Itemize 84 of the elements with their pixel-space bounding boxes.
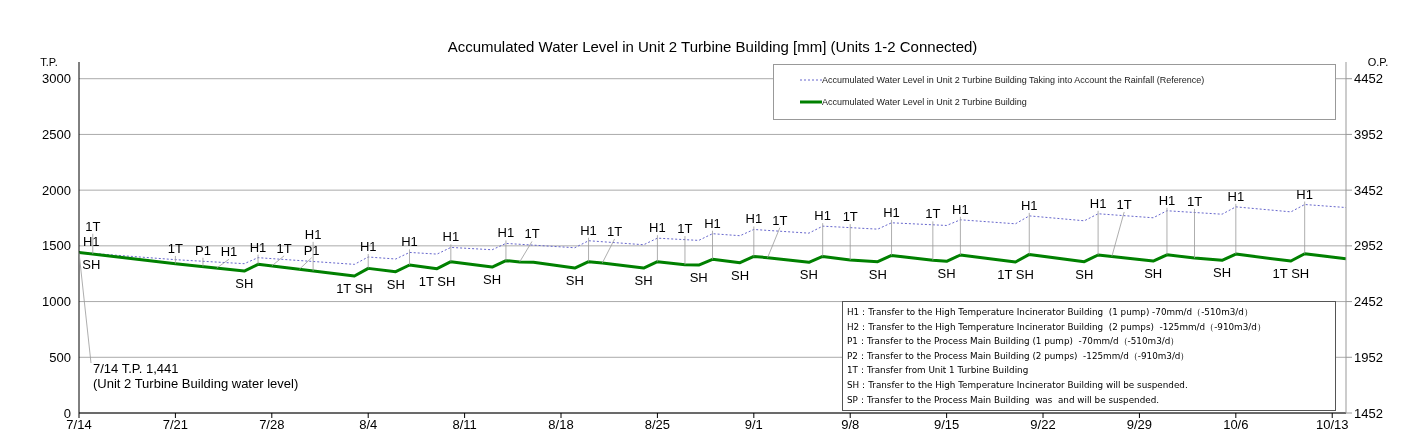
x-tick-label: 9/1 — [744, 417, 763, 433]
annotation: 1T SH — [336, 281, 373, 297]
annotation: SH — [235, 276, 254, 292]
annotation: SH — [937, 266, 956, 282]
annotation: H1 — [442, 229, 460, 245]
annotation: H1 — [1296, 186, 1313, 202]
annotation: 1T — [925, 206, 941, 222]
annotation: 1T SH — [418, 273, 456, 289]
y2-axis-title: O.P. — [1366, 56, 1390, 68]
legend-label: Accumulated Water Level in Unit 2 Turbine Building — [822, 97, 1027, 107]
annotation: H1 — [82, 234, 100, 250]
annotation: 1T — [1186, 193, 1203, 209]
y2-tick-label: 2452 — [1354, 294, 1383, 310]
key-box: H1：Transfer to the High Temperature Incinerator Building (1 pump) -70mm/d（-510m3/d） H2：Transfer to the High Temperature Incinerator Building (2 pumps) -125mm/d（-910m3/d） P1：Transfer to the Process Main Building (1 pump) -70mm/d（-510m3/d） P2：Transfer to the Process Main Building (2 pumps) -125mm/d（-910m3/d） 1T：Transfer from Unit 1 Turbine Building SH：Transfer to the High Temperature Incinerator Building will be suspended. SP：Transfer to the Process Main Building was and will be suspended. — [842, 301, 1336, 412]
annotation: SH — [868, 266, 887, 282]
x-tick-label: 10/6 — [1223, 417, 1249, 433]
y2-tick-label: 3452 — [1354, 182, 1383, 198]
y-tick-label: 500 — [49, 349, 71, 365]
x-tick-label: 9/8 — [841, 417, 860, 433]
annotation: H1 — [745, 211, 763, 227]
annotation: H1 — [401, 234, 418, 250]
annotation: P1 — [194, 242, 211, 258]
x-tick-label: 9/22 — [1030, 417, 1056, 433]
y2-tick-label: 1452 — [1354, 405, 1383, 421]
annotation: H1 — [1227, 188, 1245, 204]
annotation: 1T — [85, 218, 101, 234]
y2-tick-label: 3952 — [1354, 127, 1383, 143]
x-tick-label: 9/15 — [933, 417, 960, 433]
annotation: H1 — [580, 222, 597, 238]
annotation: H1 — [304, 226, 322, 242]
y2-tick-label: 4452 — [1354, 71, 1383, 87]
annotation: H1 — [704, 215, 721, 231]
annotation: SH — [1213, 265, 1232, 281]
annotation: 1T — [167, 240, 184, 256]
x-tick-label: 9/29 — [1126, 417, 1153, 433]
annotation: 1T SH — [1272, 266, 1310, 282]
y-tick-label: 2000 — [42, 182, 71, 198]
annotation: H1 — [497, 225, 515, 241]
annotation: 1T SH — [997, 267, 1034, 283]
annotation: SH — [689, 270, 708, 286]
y2-tick-label: 2952 — [1354, 238, 1383, 254]
annotation: H1 — [220, 244, 238, 260]
annotation: SH — [565, 273, 584, 289]
y2-tick-label: 1952 — [1354, 349, 1383, 365]
annotation: SH — [799, 267, 818, 283]
x-tick-label: 8/4 — [359, 417, 378, 433]
x-tick-label: 7/28 — [259, 417, 285, 433]
annotation: 1T — [276, 240, 292, 256]
annotation: H1 — [1158, 192, 1176, 208]
annotation: 1T — [524, 226, 540, 242]
x-tick-label: 8/11 — [452, 417, 477, 433]
annotation: H1 — [814, 208, 831, 224]
annotation: H1 — [359, 239, 377, 254]
annotation: H1 — [1089, 195, 1107, 211]
annotation: SH — [1144, 266, 1163, 282]
annotation: H1 — [649, 220, 666, 236]
annotation: 1T — [842, 209, 858, 225]
annotation: H1 — [1020, 197, 1038, 213]
annotation: 1T — [1116, 196, 1132, 212]
annotation: 1T — [677, 221, 693, 237]
annotation: H1 — [883, 204, 900, 220]
chart-title: Accumulated Water Level in Unit 2 Turbine Building [mm] (Units 1-2 Connected) — [446, 38, 979, 55]
annotation: SH — [731, 267, 750, 283]
annotation: H1 — [249, 239, 267, 255]
x-tick-label: 8/25 — [644, 417, 671, 433]
y-tick-label: 1500 — [42, 238, 71, 254]
annotation: 1T — [772, 212, 788, 228]
annotation: H1 — [952, 201, 969, 217]
annotation: 1T — [607, 223, 623, 239]
x-tick-label: 10/13 — [1315, 417, 1349, 433]
annotation: SH — [483, 272, 502, 288]
legend-label: Accumulated Water Level in Unit 2 Turbine Building Taking into Account the Rainfall (Reference) — [822, 75, 1205, 85]
annotation: SH — [634, 273, 653, 289]
annotation: SH — [82, 257, 101, 273]
annotation: SH — [386, 276, 405, 292]
annotation: 7/14 T.P. 1,441 (Unit 2 Turbine Building water level) — [93, 361, 299, 391]
annotation: SH — [1075, 266, 1094, 282]
x-tick-label: 7/21 — [162, 417, 189, 433]
y-tick-label: 2500 — [42, 127, 71, 143]
y-axis-title: T.P. — [39, 56, 59, 68]
x-tick-label: 8/18 — [548, 417, 574, 433]
y-tick-label: 1000 — [42, 294, 71, 310]
y-tick-label: 3000 — [42, 71, 71, 87]
annotation: P1 — [303, 242, 320, 258]
